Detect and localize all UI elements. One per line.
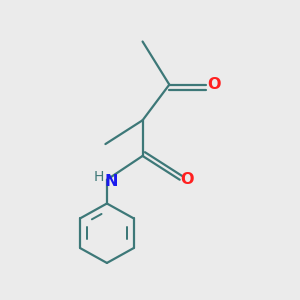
Text: O: O [207, 77, 221, 92]
Text: O: O [181, 172, 194, 187]
Text: N: N [105, 174, 119, 189]
Text: H: H [93, 170, 104, 184]
